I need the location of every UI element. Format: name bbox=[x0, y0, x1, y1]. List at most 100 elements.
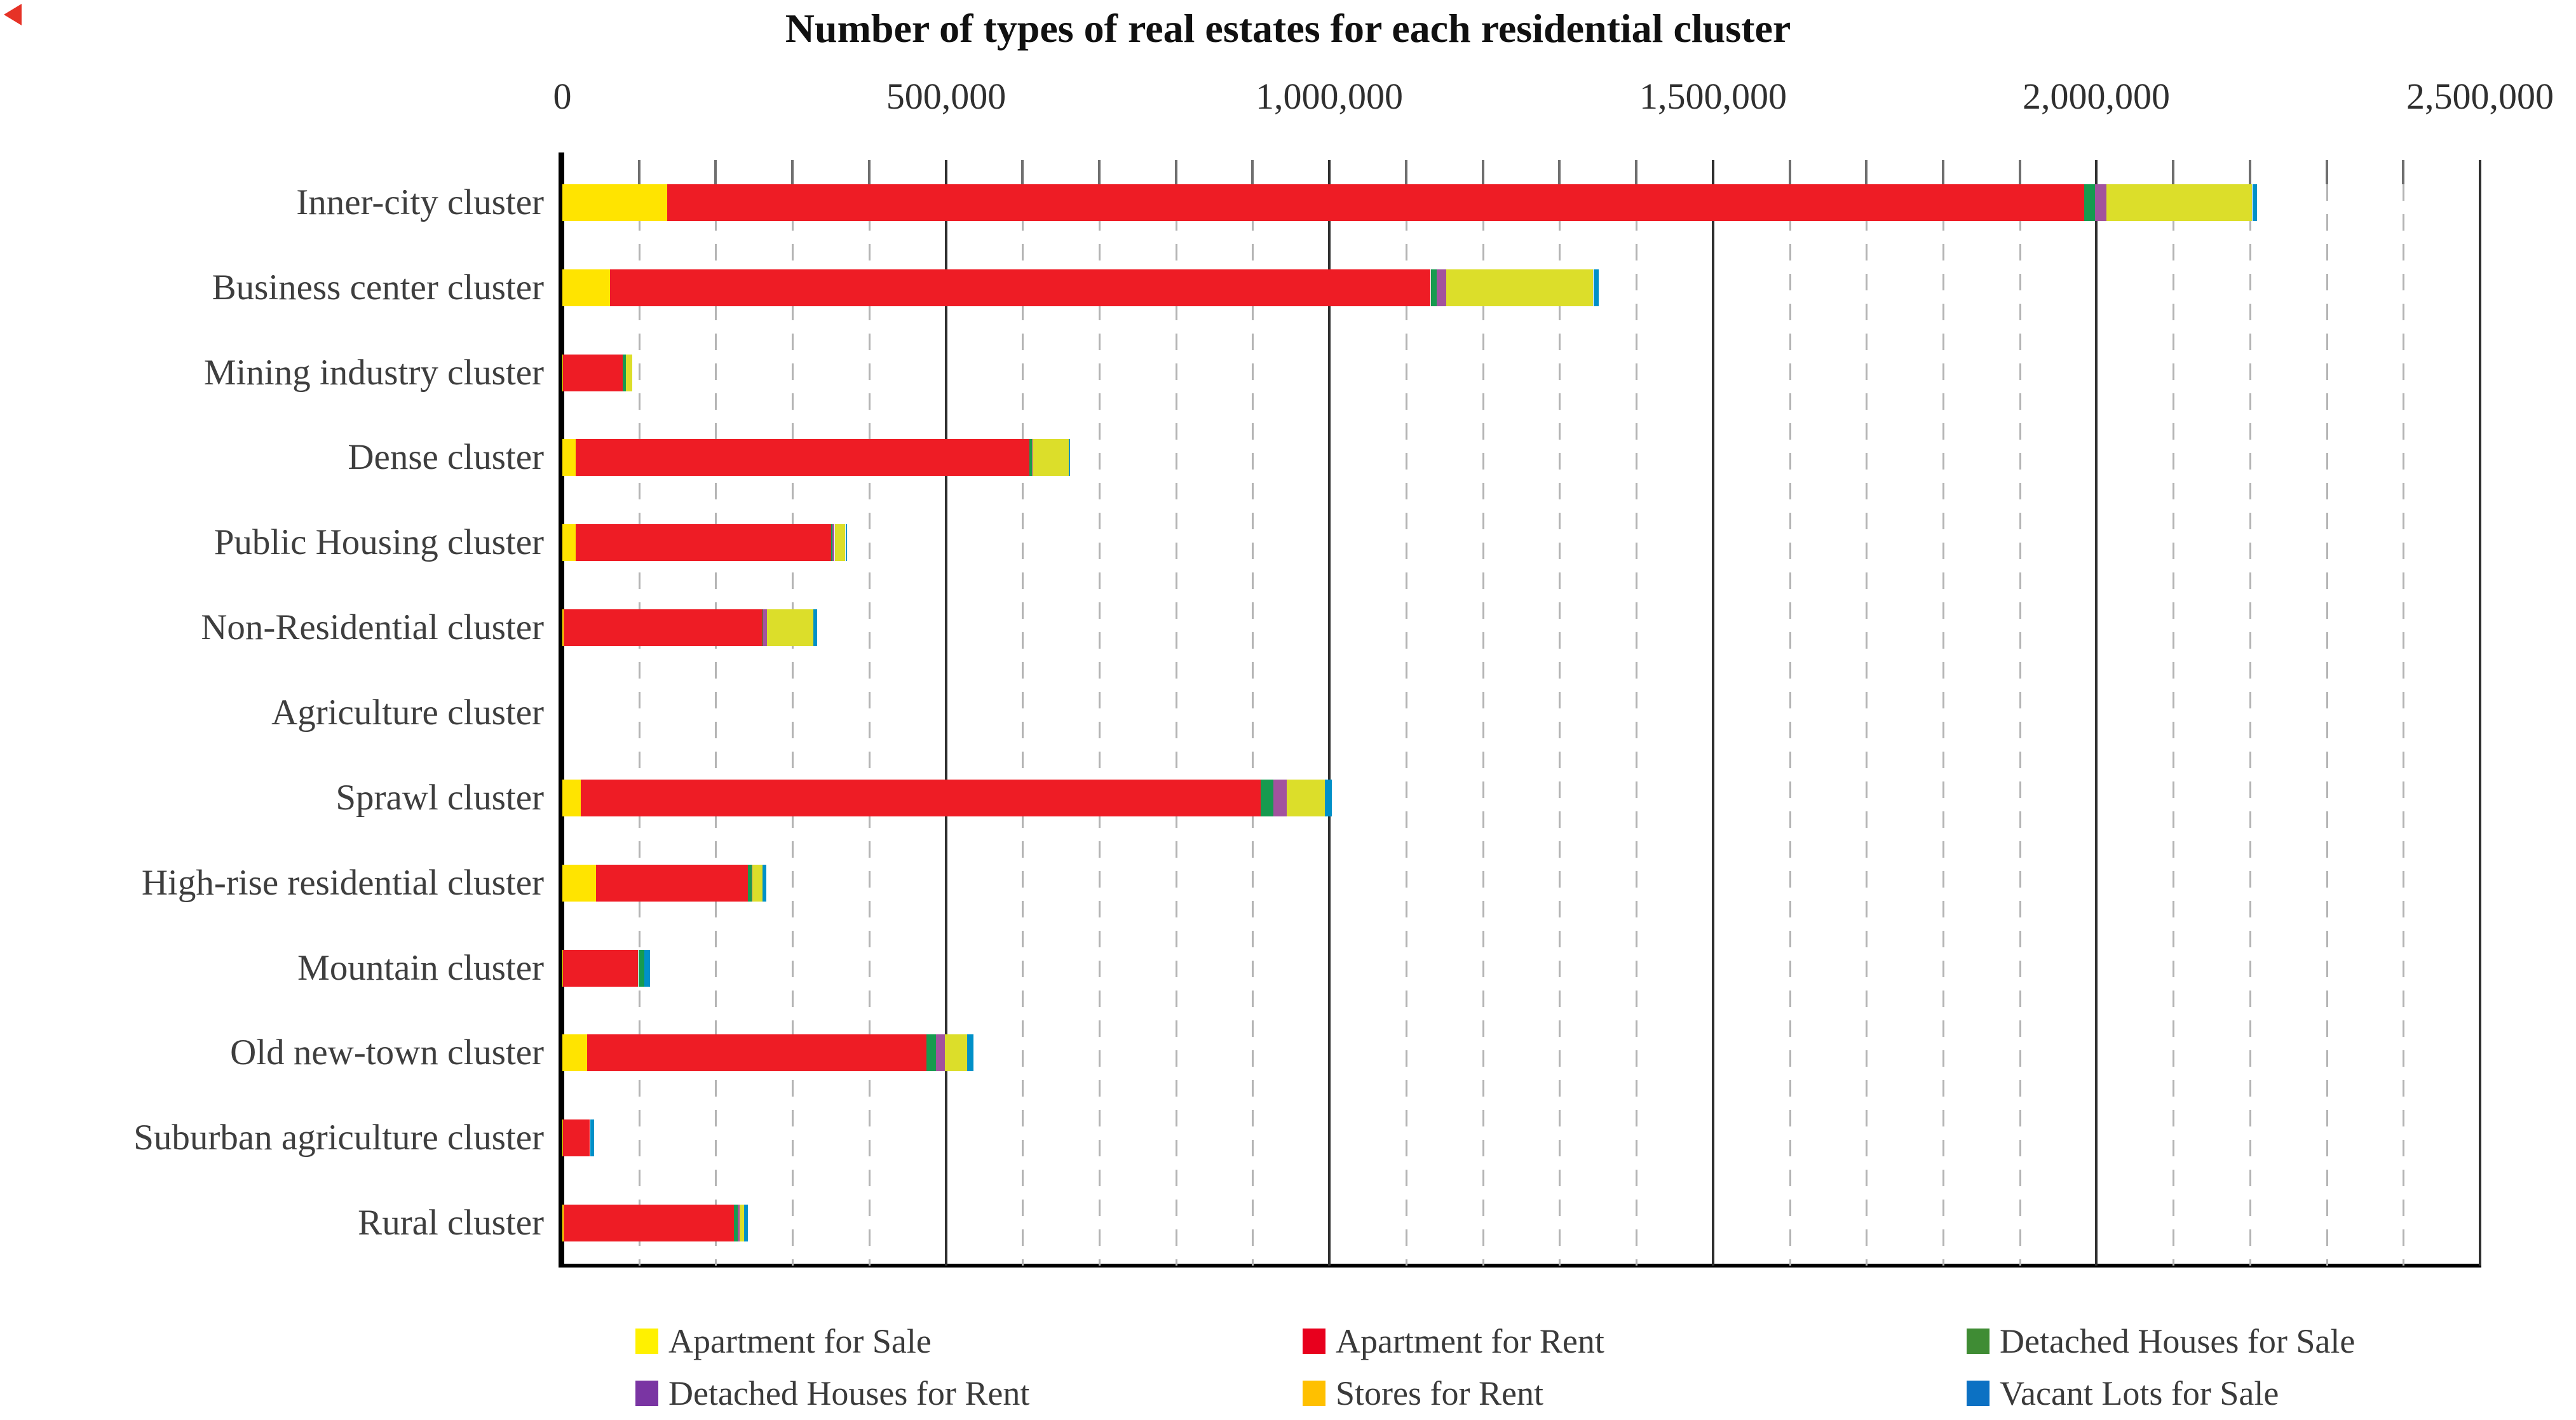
bar-segment bbox=[1033, 439, 1069, 476]
chart-title: Number of types of real estates for each… bbox=[785, 6, 1791, 51]
bar-segment bbox=[564, 609, 763, 646]
bar-segment bbox=[586, 1034, 927, 1071]
bar-segment bbox=[1068, 439, 1071, 476]
legend-item: Vacant Lots for Sale bbox=[1967, 1374, 2279, 1413]
gridline-major bbox=[945, 160, 947, 1266]
y-axis-line bbox=[559, 152, 564, 1268]
axis-tick bbox=[1558, 160, 1561, 184]
bar-segment bbox=[738, 1205, 740, 1241]
bar-segment bbox=[752, 865, 754, 902]
bar-segment bbox=[752, 865, 763, 902]
gridline-minor bbox=[1099, 184, 1101, 1266]
gridline-minor bbox=[1942, 184, 1944, 1266]
gridline-minor bbox=[2403, 184, 2404, 1266]
gridline-minor bbox=[792, 184, 794, 1266]
legend-item: Apartment for Rent bbox=[1303, 1322, 1604, 1361]
bar-segment bbox=[562, 269, 610, 306]
gridline-minor bbox=[1789, 184, 1791, 1266]
x-axis-tick-label: 500,000 bbox=[886, 76, 1007, 117]
x-axis-tick-label: 2,500,000 bbox=[2406, 76, 2554, 117]
bar-segment bbox=[562, 1119, 564, 1156]
gridline-major bbox=[2479, 160, 2481, 1266]
category-label: High-rise residential cluster bbox=[141, 863, 544, 903]
bar-segment bbox=[562, 865, 597, 902]
category-label: Sprawl cluster bbox=[336, 778, 544, 818]
gridline-minor bbox=[2019, 184, 2021, 1266]
bar-segment bbox=[2095, 184, 2107, 221]
bar-segment bbox=[763, 865, 767, 902]
bar-segment bbox=[2252, 184, 2257, 221]
axis-tick bbox=[2249, 160, 2251, 184]
gridline-minor bbox=[1022, 184, 1024, 1266]
axis-tick bbox=[714, 160, 717, 184]
bar-segment bbox=[562, 1034, 587, 1071]
bar-segment bbox=[734, 1205, 738, 1241]
bar-segment bbox=[564, 1205, 735, 1241]
bar-segment bbox=[767, 609, 813, 646]
gridline-minor bbox=[715, 184, 717, 1266]
bar-segment bbox=[626, 355, 632, 391]
gridline-minor bbox=[1559, 184, 1561, 1266]
legend-label: Detached Houses for Sale bbox=[2000, 1322, 2356, 1360]
bar-segment bbox=[562, 439, 576, 476]
bar-segment bbox=[563, 950, 639, 987]
bar-segment bbox=[2106, 184, 2253, 221]
x-axis-tick-label: 0 bbox=[553, 76, 572, 117]
bar-segment bbox=[596, 865, 749, 902]
legend-item: Apartment for Sale bbox=[635, 1322, 932, 1361]
legend-swatch bbox=[1967, 1381, 1990, 1406]
axis-tick bbox=[2326, 160, 2328, 184]
bar-segment bbox=[575, 524, 831, 561]
gridline-minor bbox=[2326, 184, 2328, 1266]
legend-swatch bbox=[635, 1381, 658, 1406]
axis-tick bbox=[1175, 160, 1177, 184]
axis-tick bbox=[1021, 160, 1024, 184]
category-label: Business center cluster bbox=[212, 267, 544, 308]
axis-tick bbox=[1482, 160, 1484, 184]
bar-segment bbox=[563, 355, 623, 391]
category-label: Rural cluster bbox=[358, 1203, 544, 1243]
bar-segment bbox=[562, 1205, 564, 1241]
bar-segment bbox=[834, 524, 846, 561]
bar-segment bbox=[667, 184, 2085, 221]
x-axis-tick-label: 1,000,000 bbox=[1256, 76, 1403, 117]
bar-segment bbox=[638, 950, 645, 987]
bar-segment bbox=[1029, 439, 1032, 476]
bar-segment bbox=[748, 865, 752, 902]
bar-segment bbox=[590, 1119, 594, 1156]
category-label: Dense cluster bbox=[348, 437, 544, 477]
axis-tick bbox=[791, 160, 794, 184]
gridline-minor bbox=[1866, 184, 1868, 1266]
bar-segment bbox=[1325, 780, 1332, 816]
legend-swatch bbox=[1967, 1329, 1990, 1354]
bar-segment bbox=[832, 524, 835, 561]
gridline-minor bbox=[1636, 184, 1637, 1266]
bar-segment bbox=[623, 355, 627, 391]
bar-segment bbox=[926, 1034, 936, 1071]
bar-segment bbox=[763, 609, 764, 646]
gridline-minor bbox=[869, 184, 871, 1266]
bar-segment bbox=[581, 780, 1261, 816]
bar-segment bbox=[644, 950, 650, 987]
bar-segment bbox=[813, 609, 817, 646]
bar-segment bbox=[1430, 269, 1437, 306]
axis-tick bbox=[2172, 160, 2174, 184]
category-label: Public Housing cluster bbox=[214, 522, 544, 562]
bar-segment bbox=[562, 780, 581, 816]
gridline-minor bbox=[1252, 184, 1254, 1266]
bar-segment bbox=[563, 1119, 590, 1156]
axis-tick bbox=[1635, 160, 1637, 184]
bar-segment bbox=[739, 1205, 745, 1241]
legend-swatch bbox=[635, 1329, 658, 1354]
bar-segment bbox=[1446, 269, 1594, 306]
axis-tick bbox=[1405, 160, 1407, 184]
legend-label: Apartment for Rent bbox=[1336, 1322, 1604, 1360]
bar-segment bbox=[2084, 184, 2095, 221]
legend-item: Detached Houses for Rent bbox=[635, 1374, 1029, 1413]
legend-label: Detached Houses for Rent bbox=[668, 1374, 1030, 1412]
category-label: Mining industry cluster bbox=[203, 353, 544, 393]
bar-segment bbox=[1031, 439, 1033, 476]
bar-segment bbox=[562, 950, 564, 987]
legend-label: Apartment for Sale bbox=[668, 1322, 932, 1360]
bar-segment bbox=[1437, 269, 1446, 306]
